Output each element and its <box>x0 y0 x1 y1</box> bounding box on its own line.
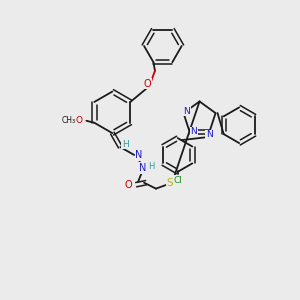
Text: O: O <box>143 79 151 88</box>
Text: O: O <box>76 116 83 125</box>
Text: N: N <box>140 163 147 173</box>
Text: N: N <box>135 150 143 160</box>
Text: N: N <box>206 130 213 140</box>
Text: N: N <box>190 128 197 136</box>
Text: CH₃: CH₃ <box>61 116 76 125</box>
Text: Cl: Cl <box>173 176 182 185</box>
Text: H: H <box>148 162 154 171</box>
Text: N: N <box>183 106 190 116</box>
Text: H: H <box>122 140 129 148</box>
Text: S: S <box>167 178 173 188</box>
Text: O: O <box>124 180 132 190</box>
